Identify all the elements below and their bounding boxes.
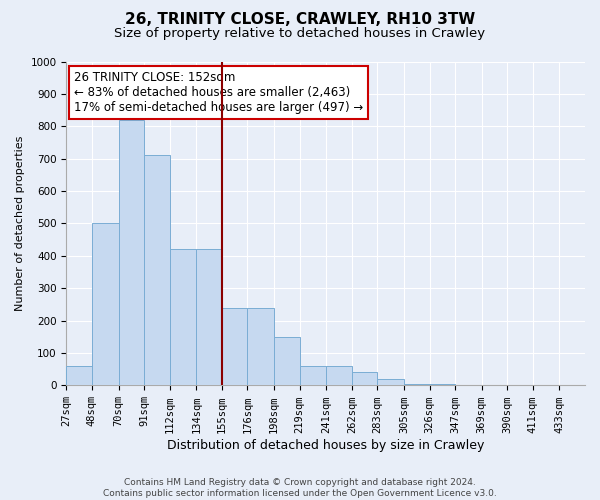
- Bar: [352, 372, 377, 386]
- Bar: [455, 384, 482, 386]
- Bar: [67, 366, 92, 386]
- Bar: [274, 337, 299, 386]
- Bar: [326, 366, 352, 386]
- Bar: [247, 308, 274, 386]
- Bar: [430, 384, 455, 386]
- Bar: [404, 384, 430, 386]
- Text: Contains HM Land Registry data © Crown copyright and database right 2024.
Contai: Contains HM Land Registry data © Crown c…: [103, 478, 497, 498]
- Text: 26 TRINITY CLOSE: 152sqm
← 83% of detached houses are smaller (2,463)
17% of sem: 26 TRINITY CLOSE: 152sqm ← 83% of detach…: [74, 71, 364, 114]
- Text: 26, TRINITY CLOSE, CRAWLEY, RH10 3TW: 26, TRINITY CLOSE, CRAWLEY, RH10 3TW: [125, 12, 475, 28]
- X-axis label: Distribution of detached houses by size in Crawley: Distribution of detached houses by size …: [167, 440, 484, 452]
- Bar: [222, 308, 247, 386]
- Text: Size of property relative to detached houses in Crawley: Size of property relative to detached ho…: [115, 28, 485, 40]
- Y-axis label: Number of detached properties: Number of detached properties: [15, 136, 25, 311]
- Bar: [377, 379, 404, 386]
- Bar: [92, 224, 119, 386]
- Bar: [144, 156, 170, 386]
- Bar: [196, 250, 222, 386]
- Bar: [299, 366, 326, 386]
- Bar: [119, 120, 144, 386]
- Bar: [170, 250, 196, 386]
